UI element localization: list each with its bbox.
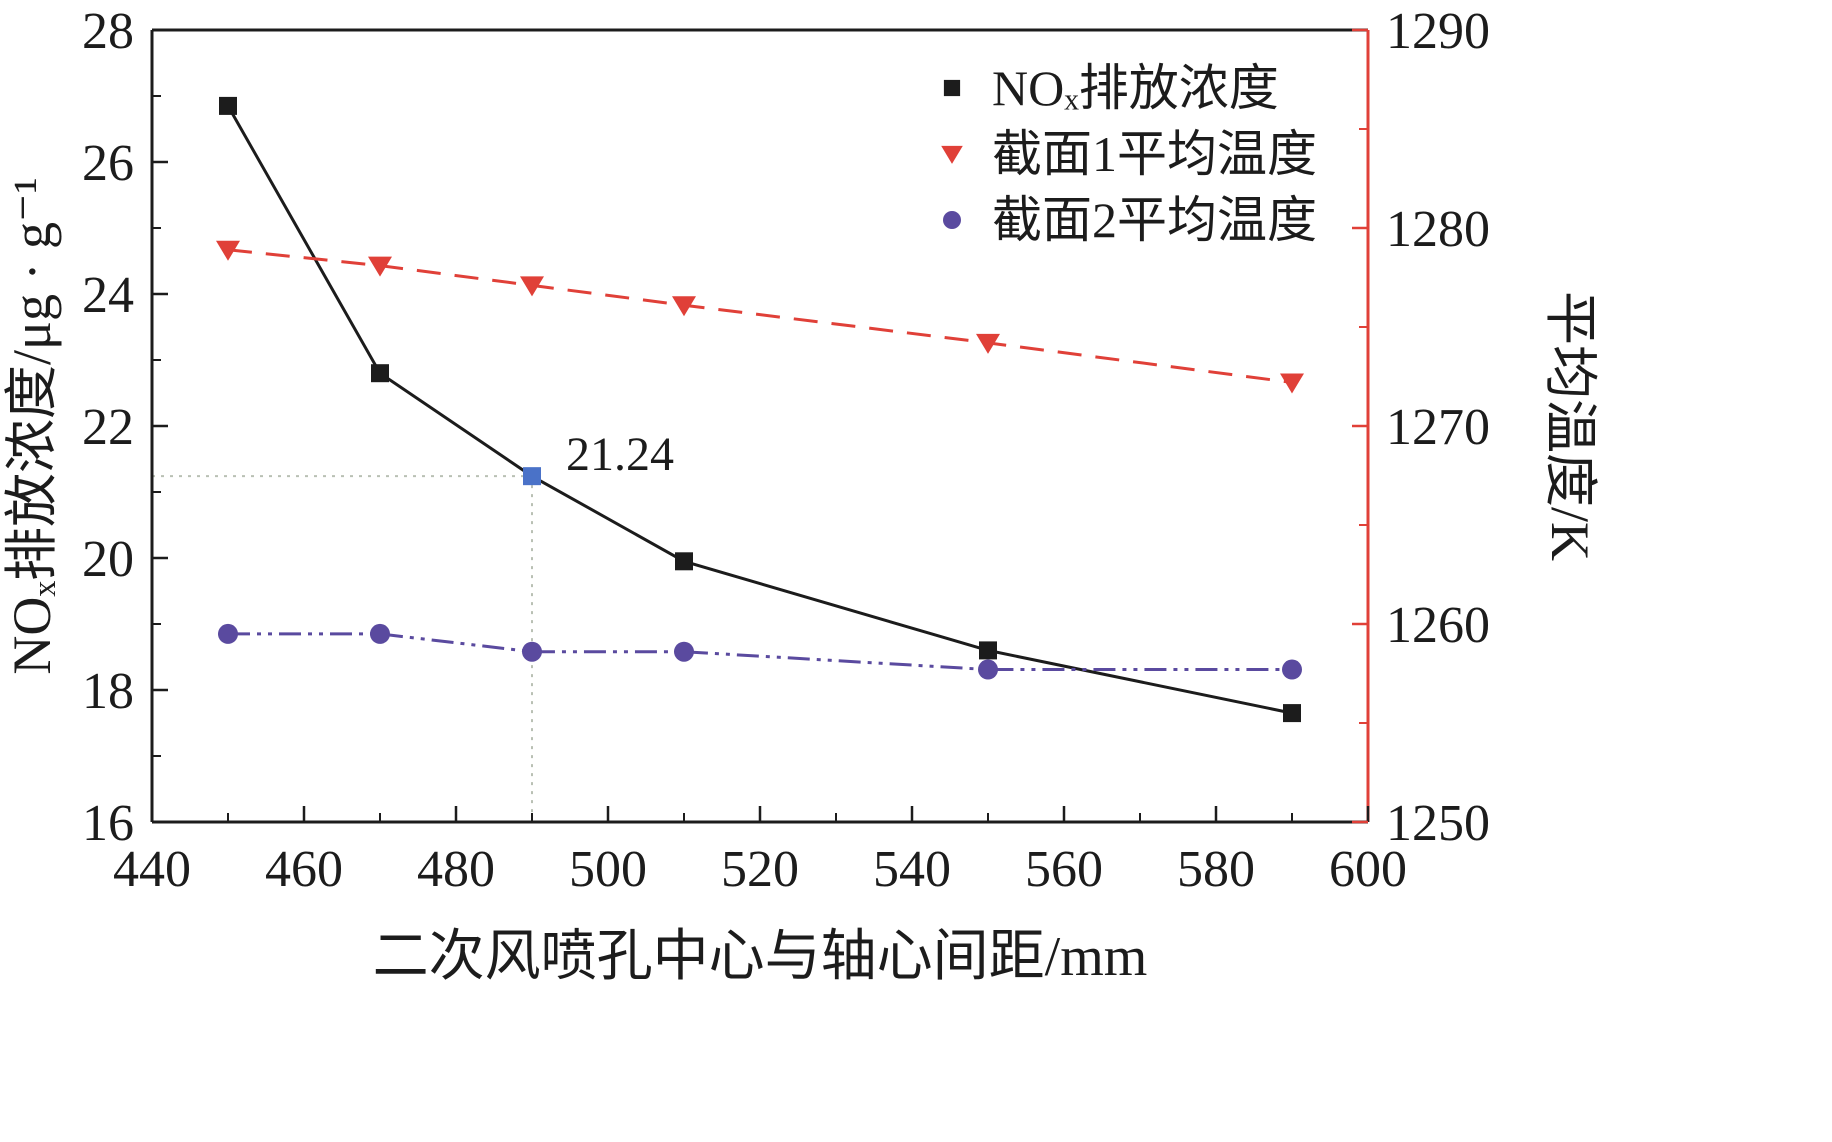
legend-label-2: 截面2平均温度 bbox=[992, 192, 1317, 248]
y-left-tick-label: 24 bbox=[82, 267, 134, 324]
series-2-marker-1 bbox=[370, 623, 390, 644]
annotation-label: 21.24 bbox=[566, 428, 674, 481]
x-tick-label: 540 bbox=[873, 841, 951, 898]
series-0-marker-5 bbox=[1283, 704, 1301, 723]
series-2-marker-5 bbox=[1282, 659, 1302, 680]
x-tick-label: 480 bbox=[417, 841, 495, 898]
y-right-tick-label: 1250 bbox=[1386, 795, 1490, 852]
legend-label-1: 截面1平均温度 bbox=[992, 126, 1317, 182]
y-left-tick-label: 20 bbox=[82, 531, 134, 588]
series-1-marker-0 bbox=[216, 240, 240, 261]
series-0-marker-1 bbox=[371, 364, 389, 383]
series-1-marker-4 bbox=[976, 333, 1000, 354]
series-line-0 bbox=[226, 105, 1293, 715]
x-tick-label: 560 bbox=[1025, 841, 1103, 898]
y-left-tick-label: 16 bbox=[82, 795, 134, 852]
y-right-axis-title: 平均温度/K bbox=[1540, 291, 1600, 561]
series-1-marker-2 bbox=[520, 276, 544, 297]
x-tick-label: 500 bbox=[569, 841, 647, 898]
x-tick-label: 600 bbox=[1329, 841, 1407, 898]
series-1-marker-5 bbox=[1280, 373, 1304, 394]
x-tick-label: 440 bbox=[113, 841, 191, 898]
series-0-marker-2 bbox=[523, 467, 541, 486]
y-right-tick-label: 1280 bbox=[1386, 201, 1490, 258]
series-0-marker-4 bbox=[979, 641, 997, 660]
y-right-tick-label: 1270 bbox=[1386, 399, 1490, 456]
y-left-tick-label: 28 bbox=[82, 3, 134, 60]
y-left-tick-label: 22 bbox=[82, 399, 134, 456]
series-0-marker-3 bbox=[675, 552, 693, 571]
series-line-1 bbox=[227, 248, 1293, 384]
y-right-tick-label: 1290 bbox=[1386, 3, 1490, 60]
legend-label-0: NOₓ排放浓度 bbox=[992, 60, 1279, 116]
series-2-marker-0 bbox=[218, 623, 238, 644]
x-tick-label: 580 bbox=[1177, 841, 1255, 898]
series-2-marker-4 bbox=[978, 659, 998, 680]
legend-marker-0 bbox=[943, 79, 961, 97]
series-2-marker-2 bbox=[522, 641, 542, 662]
series-1-marker-3 bbox=[672, 296, 696, 317]
legend-marker-1 bbox=[941, 145, 963, 164]
legend-marker-2 bbox=[943, 211, 961, 229]
series-0-marker-0 bbox=[219, 96, 237, 115]
series-1-marker-1 bbox=[368, 256, 392, 277]
y-left-tick-label: 26 bbox=[82, 135, 134, 192]
y-right-tick-label: 1260 bbox=[1386, 597, 1490, 654]
x-tick-label: 460 bbox=[265, 841, 343, 898]
series-2-marker-3 bbox=[674, 641, 694, 662]
x-axis-title: 二次风喷孔中心与轴心间距/mm bbox=[373, 926, 1148, 988]
x-tick-label: 520 bbox=[721, 841, 799, 898]
y-left-axis-title: NOₓ排放浓度/μg · g⁻¹ bbox=[2, 177, 62, 674]
y-left-tick-label: 18 bbox=[82, 663, 134, 720]
